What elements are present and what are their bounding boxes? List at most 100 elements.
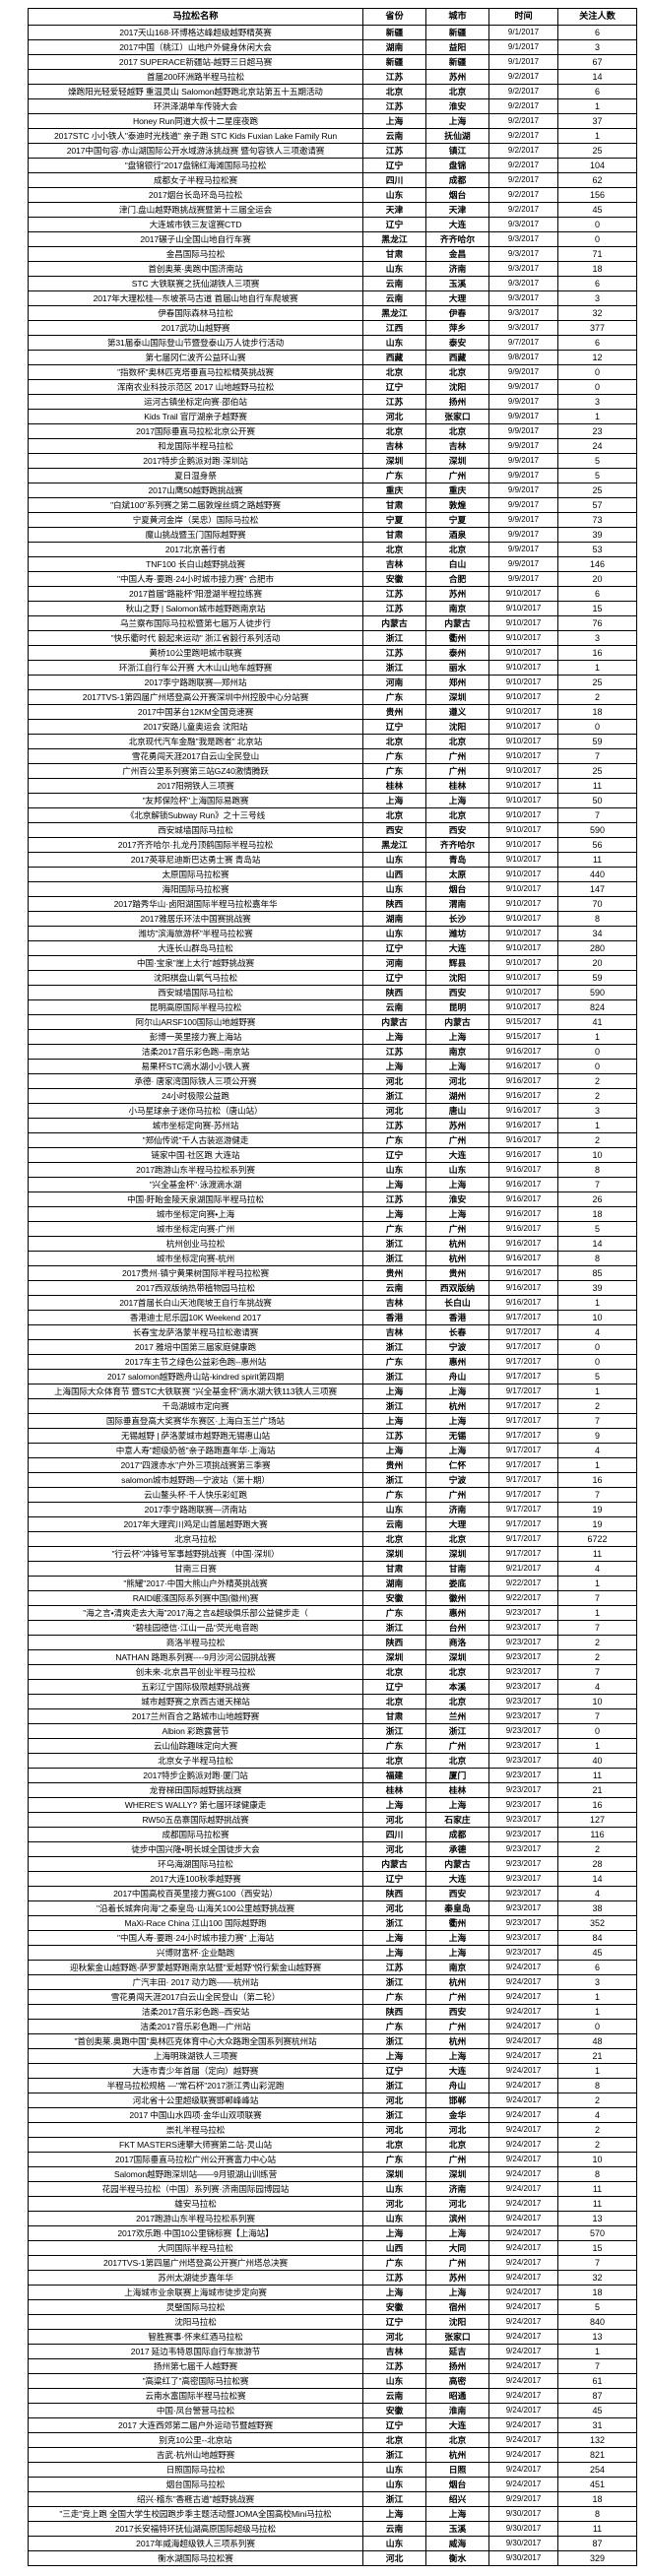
cell-city[interactable]: 济南	[425, 1502, 489, 1517]
table-row[interactable]: 2017跑游山东半程马拉松系列赛 山东 山东 9/16/2017 8	[28, 1162, 637, 1178]
cell-marathon-name[interactable]: 2017烟台长岛环岛马拉松	[28, 187, 363, 203]
table-row[interactable]: salomon城市越野跑—宁波站（第十期） 浙江 宁波 9/17/2017 16	[28, 1472, 637, 1488]
cell-marathon-name[interactable]: 2017年大理松桂—东坡茶马古道 首届山地自行车爬坡赛	[28, 290, 363, 306]
cell-marathon-name[interactable]: 2017李宁路跑联赛—郑州站	[28, 675, 363, 690]
cell-city[interactable]: 扬州	[425, 394, 489, 410]
cell-city[interactable]: 上海	[425, 1029, 489, 1045]
cell-province[interactable]: 山东	[362, 187, 426, 203]
cell-city[interactable]: 北京	[425, 542, 489, 557]
cell-marathon-name[interactable]: 2017贵州·镇宁黄果树国际半程马拉松赛	[28, 1265, 363, 1281]
cell-followers[interactable]: 1	[557, 660, 637, 676]
cell-province[interactable]: 广东	[362, 1221, 426, 1237]
cell-date[interactable]: 9/2/2017	[488, 69, 558, 85]
cell-followers[interactable]: 2	[557, 2122, 637, 2138]
cell-province[interactable]: 湖南	[362, 39, 426, 55]
cell-province[interactable]: 西藏	[362, 350, 426, 365]
cell-marathon-name[interactable]: "高粱红了"高密国际马拉松赛	[28, 2373, 363, 2389]
table-row[interactable]: 北京马拉松 北京 北京 9/17/2017 6722	[28, 1531, 637, 1547]
cell-city[interactable]: 伊春	[425, 305, 489, 321]
cell-city[interactable]: 昆明	[425, 999, 489, 1015]
cell-marathon-name[interactable]: "三走"竞上跑 全国大学生校园跑步季主题活动暨JOMA全国高校Mini马拉松	[28, 2506, 363, 2522]
cell-province[interactable]: 北京	[362, 364, 426, 380]
cell-city[interactable]: 承德	[425, 1841, 489, 1857]
cell-date[interactable]: 9/23/2017	[488, 1708, 558, 1724]
cell-city[interactable]: 齐齐哈尔	[425, 837, 489, 853]
cell-date[interactable]: 9/10/2017	[488, 970, 558, 986]
cell-province[interactable]: 江苏	[362, 69, 426, 85]
cell-date[interactable]: 9/3/2017	[488, 217, 558, 232]
cell-followers[interactable]: 0	[557, 364, 637, 380]
table-row[interactable]: 2017年大理松桂—东坡茶马古道 首届山地自行车爬坡赛 云南 大理 9/3/2017 3	[28, 290, 637, 306]
table-row[interactable]: 潍坊"滨海旅游杯"半程马拉松赛 山东 潍坊 9/10/2017 34	[28, 926, 637, 941]
cell-marathon-name[interactable]: 2017首届"路能杯"阳澄湖半程拉练赛	[28, 586, 363, 602]
cell-city[interactable]: 衢州	[425, 1915, 489, 1931]
cell-followers[interactable]: 254	[557, 2462, 637, 2478]
cell-date[interactable]: 9/10/2017	[488, 763, 558, 779]
cell-date[interactable]: 9/24/2017	[488, 2107, 558, 2123]
cell-followers[interactable]: 32	[557, 2270, 637, 2286]
cell-marathon-name[interactable]: 津门.盘山越野跑挑战赛暨第十三届全运会	[28, 202, 363, 218]
cell-city[interactable]: 南京	[425, 601, 489, 616]
table-row[interactable]: 杭州创业马拉松 浙江 杭州 9/16/2017 14	[28, 1236, 637, 1252]
cell-marathon-name[interactable]: 承德· 唐家湾国际铁人三项公开赛	[28, 1073, 363, 1089]
table-row[interactable]: 上海国际大众体育节 暨STC大铁联赛 "兴全基金杯"滴水湖大铁113铁人三项赛上…	[28, 1384, 637, 1399]
cell-marathon-name[interactable]: 半程马拉松规格 —"常石杯"2017浙江秀山彩泥跑	[28, 2078, 363, 2093]
cell-city[interactable]: 成都	[425, 1827, 489, 1842]
cell-marathon-name[interactable]: 兴博财富杯·企业酷跑	[28, 1945, 363, 1961]
cell-city[interactable]: 台州	[425, 1620, 489, 1636]
cell-province[interactable]: 香港	[362, 1310, 426, 1325]
cell-province[interactable]: 浙江	[362, 2107, 426, 2123]
cell-date[interactable]: 9/17/2017	[488, 1428, 558, 1444]
cell-province[interactable]: 辽宁	[362, 940, 426, 956]
cell-province[interactable]: 浙江	[362, 630, 426, 646]
cell-city[interactable]: 沈阳	[425, 2314, 489, 2330]
cell-marathon-name[interactable]: 别克10公里--北京站	[28, 2432, 363, 2448]
cell-marathon-name[interactable]: 第七届冈仁波齐公益环山赛	[28, 350, 363, 365]
cell-date[interactable]: 9/10/2017	[488, 911, 558, 927]
cell-province[interactable]: 北京	[362, 423, 426, 439]
cell-followers[interactable]: 3	[557, 1103, 637, 1119]
table-row[interactable]: 河北省十公里超级联赛邯郸峰峰站 河北 邯郸 9/24/2017 2	[28, 2093, 637, 2108]
table-row[interactable]: 2017碾子山全国山地自行车赛 黑龙江 齐齐哈尔 9/3/2017 0	[28, 231, 637, 247]
cell-followers[interactable]: 3	[557, 290, 637, 306]
cell-marathon-name[interactable]: 杭州创业马拉松	[28, 1236, 363, 1252]
cell-city[interactable]: 绍兴	[425, 2491, 489, 2507]
cell-followers[interactable]: 8	[557, 1251, 637, 1266]
cell-province[interactable]: 黑龙江	[362, 305, 426, 321]
table-row[interactable]: 中国·凤台警营马拉松 安徽 淮南 9/24/2017 45	[28, 2403, 637, 2418]
cell-city[interactable]: 本溪	[425, 1679, 489, 1695]
table-row[interactable]: 大连城市铁三友谊赛CTD 辽宁 大连 9/3/2017 0	[28, 217, 637, 232]
cell-marathon-name[interactable]: 云山仙踪趣味定向大赛	[28, 1738, 363, 1754]
cell-city[interactable]: 北京	[425, 734, 489, 749]
cell-followers[interactable]: 73	[557, 512, 637, 528]
cell-province[interactable]: 山东	[362, 2462, 426, 2478]
table-row[interactable]: 2017年大理宾川鸡足山首届越野跑大赛 云南 大理 9/17/2017 19	[28, 1516, 637, 1532]
cell-followers[interactable]: 1	[557, 1457, 637, 1473]
cell-date[interactable]: 9/16/2017	[488, 1280, 558, 1296]
cell-marathon-name[interactable]: 2017兰州百合之路城市山地越野赛	[28, 1708, 363, 1724]
cell-followers[interactable]: 10	[557, 1310, 637, 1325]
cell-marathon-name[interactable]: 沈阳马拉松	[28, 2314, 363, 2330]
cell-marathon-name[interactable]: 城市坐标定向赛•上海	[28, 1206, 363, 1222]
cell-date[interactable]: 9/16/2017	[488, 1059, 558, 1074]
cell-followers[interactable]: 19	[557, 1516, 637, 1532]
cell-province[interactable]: 上海	[362, 1384, 426, 1399]
cell-province[interactable]: 河北	[362, 2093, 426, 2108]
table-row[interactable]: 崇礼半程马拉松 河北 河北 9/24/2017 2	[28, 2122, 637, 2138]
cell-province[interactable]: 贵州	[362, 1265, 426, 1281]
cell-followers[interactable]: 0	[557, 2019, 637, 2034]
cell-marathon-name[interactable]: 上海明珠湖铁人三项赛	[28, 2048, 363, 2064]
cell-marathon-name[interactable]: 环浙江自行车公开赛 大木山山地车越野赛	[28, 660, 363, 676]
cell-followers[interactable]: 8	[557, 2166, 637, 2182]
cell-city[interactable]: 宁波	[425, 1472, 489, 1488]
cell-marathon-name[interactable]: "中国人寿·要跑·24小时城市接力赛" 上海站	[28, 1930, 363, 1946]
cell-marathon-name[interactable]: 雪花勇闯天涯2017白云山全民登山（第二轮）	[28, 1989, 363, 2005]
table-row[interactable]: 金昌国际马拉松 甘肃 金昌 9/3/2017 71	[28, 246, 637, 262]
cell-followers[interactable]: 1	[557, 1029, 637, 1045]
cell-city[interactable]: 遵义	[425, 704, 489, 720]
cell-city[interactable]: 苏州	[425, 69, 489, 85]
cell-date[interactable]: 9/3/2017	[488, 231, 558, 247]
cell-city[interactable]: 广州	[425, 763, 489, 779]
cell-city[interactable]: 深圳	[425, 689, 489, 705]
cell-followers[interactable]: 3	[557, 1974, 637, 1990]
